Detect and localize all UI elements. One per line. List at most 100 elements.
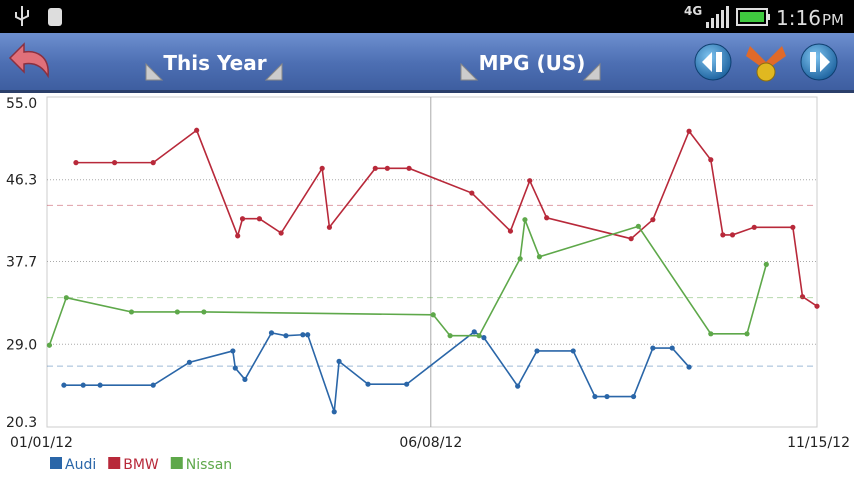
legend-label: Nissan <box>186 457 232 473</box>
data-point <box>447 333 453 339</box>
data-point <box>515 383 521 389</box>
data-point <box>305 332 311 338</box>
data-point <box>194 127 200 133</box>
period-arrow-left[interactable] <box>145 62 164 81</box>
data-point <box>300 332 306 338</box>
network-type: 4G <box>684 4 702 18</box>
data-point <box>331 409 337 415</box>
y-tick-label: 29.0 <box>6 337 37 353</box>
data-point <box>230 348 236 354</box>
data-point <box>404 381 410 387</box>
data-point <box>650 217 656 223</box>
data-point <box>469 190 475 196</box>
data-point <box>406 165 412 171</box>
data-point <box>708 157 714 163</box>
data-point <box>628 236 634 242</box>
data-point <box>268 330 275 336</box>
data-point <box>708 331 714 337</box>
data-point <box>592 393 598 400</box>
data-point <box>814 303 820 309</box>
metric-selector[interactable]: MPG (US) <box>479 51 586 75</box>
data-point <box>239 216 246 222</box>
data-point <box>319 165 325 171</box>
data-point <box>174 309 180 315</box>
data-point <box>527 178 533 184</box>
data-point <box>97 382 103 388</box>
y-tick-label: 37.7 <box>6 255 37 271</box>
data-point <box>111 160 118 166</box>
data-point <box>729 232 736 238</box>
data-point <box>650 345 656 351</box>
data-point <box>150 160 156 166</box>
data-point <box>635 223 641 229</box>
data-point <box>481 335 487 341</box>
period-arrow-right[interactable] <box>264 62 283 81</box>
x-tick-label: 06/08/12 <box>399 435 462 451</box>
previous-button[interactable] <box>694 43 732 81</box>
clock-period: PM <box>822 11 844 29</box>
data-point <box>63 295 69 301</box>
data-point <box>507 228 514 234</box>
data-point <box>235 233 241 239</box>
award-button[interactable] <box>746 46 786 82</box>
legend-swatch <box>108 457 121 469</box>
data-point <box>384 165 390 171</box>
data-point <box>669 345 675 351</box>
legend-swatch <box>170 457 183 469</box>
data-point <box>61 382 67 388</box>
data-point <box>744 331 750 337</box>
data-point <box>630 393 637 400</box>
data-point <box>799 294 806 300</box>
data-point <box>604 393 610 400</box>
data-point <box>790 224 796 230</box>
data-point <box>365 381 371 387</box>
metric-arrow-right[interactable] <box>582 62 601 81</box>
data-point <box>522 217 528 223</box>
data-point <box>326 224 333 230</box>
next-button[interactable] <box>800 43 838 81</box>
legend-swatch <box>50 457 62 469</box>
data-point <box>372 165 378 171</box>
data-point <box>186 359 193 365</box>
x-tick-label: 11/15/12 <box>787 435 850 451</box>
data-point <box>256 216 263 222</box>
data-point <box>242 376 248 383</box>
metric-arrow-left[interactable] <box>460 62 479 81</box>
legend-label: Audi <box>65 457 96 473</box>
data-point <box>430 312 436 318</box>
back-button[interactable] <box>8 42 49 79</box>
data-point <box>763 261 769 267</box>
data-point <box>336 358 342 364</box>
legend-label: BMW <box>123 457 159 473</box>
data-point <box>73 160 79 166</box>
data-point <box>128 309 135 315</box>
y-tick-label: 20.3 <box>6 415 37 431</box>
data-point <box>80 382 86 388</box>
status-icons <box>15 6 770 28</box>
clock: 1:16 <box>776 6 821 30</box>
data-point <box>471 329 477 335</box>
toolbar-shadow <box>0 90 854 93</box>
data-point <box>150 382 156 388</box>
data-point <box>751 224 757 230</box>
data-point <box>686 364 692 370</box>
y-tick-label: 46.3 <box>6 173 37 189</box>
data-point <box>278 230 284 236</box>
period-selector[interactable]: This Year <box>163 51 266 75</box>
x-tick-label: 01/01/12 <box>10 435 73 451</box>
data-point <box>720 232 726 238</box>
data-point <box>46 342 53 348</box>
status-bar <box>0 0 854 33</box>
data-point <box>544 215 550 221</box>
data-point <box>201 309 207 315</box>
data-point <box>570 348 576 354</box>
data-point <box>283 333 289 339</box>
data-point <box>232 365 238 371</box>
data-point <box>517 256 523 262</box>
data-point <box>536 254 543 260</box>
data-point <box>686 128 692 134</box>
data-point <box>534 348 540 354</box>
y-tick-label: 55.0 <box>6 96 37 112</box>
